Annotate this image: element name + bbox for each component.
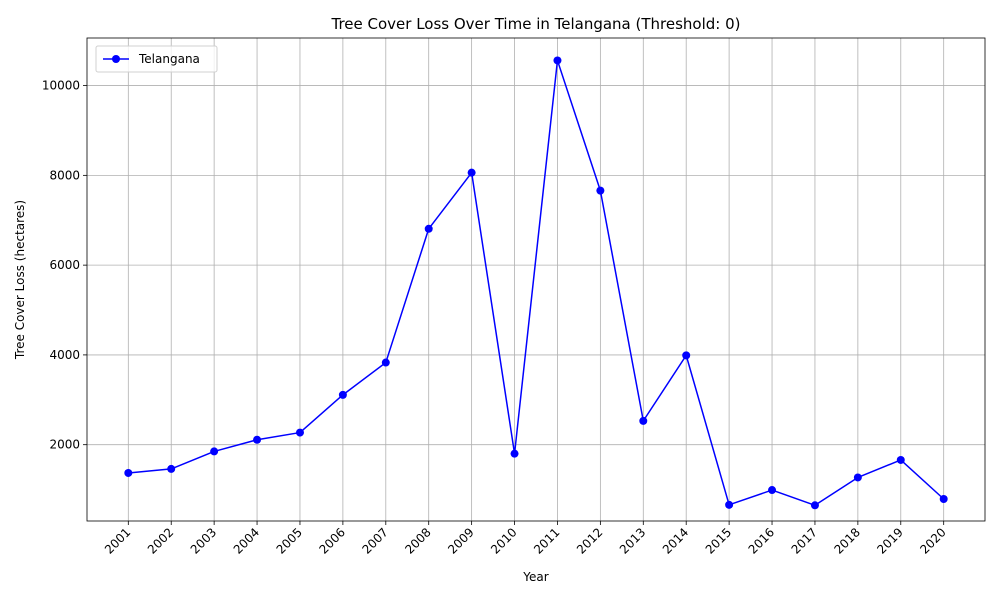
y-tick-label: 4000 [49, 348, 80, 362]
data-point [467, 168, 476, 177]
y-ticks: 2000 4000 6000 8000 10000 [42, 79, 87, 452]
data-point [124, 468, 133, 477]
y-axis-label: Tree Cover Loss (hectares) [13, 200, 27, 360]
series-line [128, 59, 945, 507]
data-point [896, 455, 905, 464]
data-point [768, 486, 777, 495]
y-tick-label: 6000 [49, 258, 80, 272]
grid [87, 38, 985, 521]
data-point [725, 500, 734, 509]
chart-title: Tree Cover Loss Over Time in Telangana (… [330, 15, 740, 33]
data-point [682, 351, 691, 360]
y-tick-label: 8000 [49, 168, 80, 182]
data-point [338, 390, 347, 399]
x-axis-label: Year [522, 570, 548, 584]
data-point [596, 186, 605, 195]
y-tick-label: 10000 [42, 79, 80, 93]
data-point [295, 428, 304, 437]
legend-box [95, 45, 218, 73]
data-point [253, 435, 262, 444]
data-point [381, 358, 390, 367]
y-tick-label: 2000 [49, 438, 80, 452]
axes-frame [86, 37, 986, 522]
data-point [810, 501, 819, 510]
data-point [510, 449, 519, 458]
series-lines [128, 59, 945, 507]
legend: Telangana [95, 45, 218, 73]
series-markers [124, 56, 948, 510]
legend-marker-swatch [112, 55, 120, 63]
legend-entry-label: Telangana [138, 52, 200, 66]
data-point [939, 495, 948, 504]
data-point [424, 224, 433, 233]
data-point [639, 416, 648, 425]
data-point [167, 464, 176, 473]
data-point [210, 447, 219, 456]
data-point [553, 56, 562, 65]
data-point [853, 473, 862, 482]
